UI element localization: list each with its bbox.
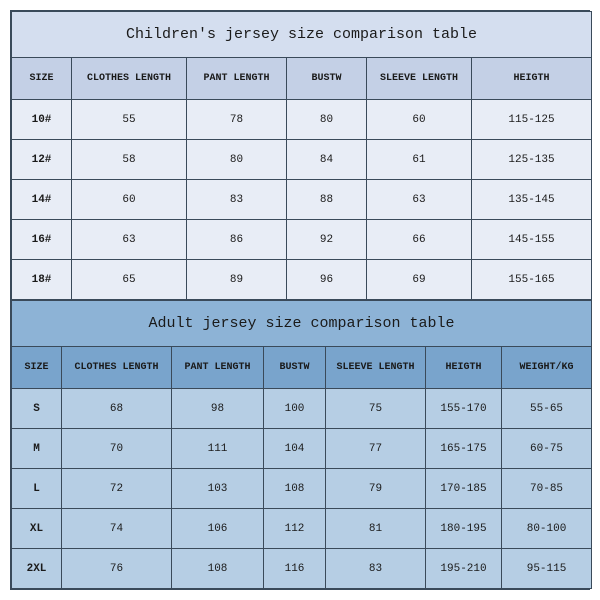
adult-cell: L — [12, 469, 62, 509]
children-title: Children's jersey size comparison table — [12, 12, 592, 58]
adult-col-4: SLEEVE LENGTH — [326, 347, 426, 389]
adult-col-6: WEIGHT/KG — [502, 347, 592, 389]
children-cell: 60 — [367, 100, 472, 140]
children-col-3: BUSTW — [287, 58, 367, 100]
adult-col-5: HEIGTH — [426, 347, 502, 389]
adult-row: L7210310879170-18570-85 — [12, 469, 592, 509]
children-cell: 83 — [187, 180, 287, 220]
children-cell: 14# — [12, 180, 72, 220]
children-cell: 55 — [72, 100, 187, 140]
adult-cell: 95-115 — [502, 549, 592, 589]
adult-cell: 100 — [264, 389, 326, 429]
children-cell: 80 — [287, 100, 367, 140]
children-cell: 63 — [72, 220, 187, 260]
children-cell: 58 — [72, 140, 187, 180]
adult-cell: 165-175 — [426, 429, 502, 469]
size-tables-container: Children's jersey size comparison table … — [10, 10, 590, 590]
adult-cell: 80-100 — [502, 509, 592, 549]
children-cell: 125-135 — [472, 140, 592, 180]
adult-cell: 60-75 — [502, 429, 592, 469]
children-col-0: SIZE — [12, 58, 72, 100]
adult-title-row: Adult jersey size comparison table — [12, 301, 592, 347]
children-col-1: CLOTHES LENGTH — [72, 58, 187, 100]
adult-row: S689810075155-17055-65 — [12, 389, 592, 429]
adult-cell: 170-185 — [426, 469, 502, 509]
adult-cell: 68 — [62, 389, 172, 429]
adult-cell: 77 — [326, 429, 426, 469]
adult-row: 2XL7610811683195-21095-115 — [12, 549, 592, 589]
adult-cell: 74 — [62, 509, 172, 549]
adult-cell: 81 — [326, 509, 426, 549]
children-cell: 60 — [72, 180, 187, 220]
adult-col-1: CLOTHES LENGTH — [62, 347, 172, 389]
children-cell: 12# — [12, 140, 72, 180]
children-cell: 18# — [12, 260, 72, 300]
children-row: 14#60838863135-145 — [12, 180, 592, 220]
children-row: 12#58808461125-135 — [12, 140, 592, 180]
children-cell: 78 — [187, 100, 287, 140]
children-cell: 80 — [187, 140, 287, 180]
adult-cell: 103 — [172, 469, 264, 509]
adult-cell: 2XL — [12, 549, 62, 589]
adult-cell: 98 — [172, 389, 264, 429]
children-cell: 66 — [367, 220, 472, 260]
children-row: 16#63869266145-155 — [12, 220, 592, 260]
adult-title: Adult jersey size comparison table — [12, 301, 592, 347]
adult-cell: 180-195 — [426, 509, 502, 549]
adult-cell: 70-85 — [502, 469, 592, 509]
children-cell: 88 — [287, 180, 367, 220]
adult-cell: 108 — [264, 469, 326, 509]
adult-cell: 112 — [264, 509, 326, 549]
children-row: 18#65899669155-165 — [12, 260, 592, 300]
children-cell: 92 — [287, 220, 367, 260]
adult-cell: 111 — [172, 429, 264, 469]
adult-cell: 79 — [326, 469, 426, 509]
adult-cell: 104 — [264, 429, 326, 469]
children-cell: 96 — [287, 260, 367, 300]
children-cell: 69 — [367, 260, 472, 300]
adult-row: XL7410611281180-19580-100 — [12, 509, 592, 549]
children-cell: 10# — [12, 100, 72, 140]
adult-cell: 195-210 — [426, 549, 502, 589]
children-cell: 89 — [187, 260, 287, 300]
adult-cell: 70 — [62, 429, 172, 469]
children-col-5: HEIGTH — [472, 58, 592, 100]
adult-cell: 75 — [326, 389, 426, 429]
adult-col-3: BUSTW — [264, 347, 326, 389]
adult-cell: M — [12, 429, 62, 469]
children-cell: 145-155 — [472, 220, 592, 260]
children-cell: 115-125 — [472, 100, 592, 140]
children-col-2: PANT LENGTH — [187, 58, 287, 100]
adult-cell: 108 — [172, 549, 264, 589]
adult-col-2: PANT LENGTH — [172, 347, 264, 389]
children-cell: 155-165 — [472, 260, 592, 300]
children-table: Children's jersey size comparison table … — [11, 11, 592, 300]
children-header-row: SIZECLOTHES LENGTHPANT LENGTHBUSTWSLEEVE… — [12, 58, 592, 100]
adult-cell: 55-65 — [502, 389, 592, 429]
adult-header-row: SIZECLOTHES LENGTHPANT LENGTHBUSTWSLEEVE… — [12, 347, 592, 389]
adult-cell: 72 — [62, 469, 172, 509]
adult-cell: 83 — [326, 549, 426, 589]
adult-cell: 106 — [172, 509, 264, 549]
adult-cell: XL — [12, 509, 62, 549]
children-cell: 86 — [187, 220, 287, 260]
adult-table: Adult jersey size comparison table SIZEC… — [11, 300, 592, 589]
adult-cell: 76 — [62, 549, 172, 589]
children-col-4: SLEEVE LENGTH — [367, 58, 472, 100]
children-cell: 135-145 — [472, 180, 592, 220]
children-cell: 63 — [367, 180, 472, 220]
adult-cell: 155-170 — [426, 389, 502, 429]
adult-cell: S — [12, 389, 62, 429]
adult-cell: 116 — [264, 549, 326, 589]
adult-row: M7011110477165-17560-75 — [12, 429, 592, 469]
children-cell: 84 — [287, 140, 367, 180]
children-cell: 61 — [367, 140, 472, 180]
children-title-row: Children's jersey size comparison table — [12, 12, 592, 58]
children-cell: 16# — [12, 220, 72, 260]
children-cell: 65 — [72, 260, 187, 300]
children-row: 10#55788060115-125 — [12, 100, 592, 140]
adult-col-0: SIZE — [12, 347, 62, 389]
